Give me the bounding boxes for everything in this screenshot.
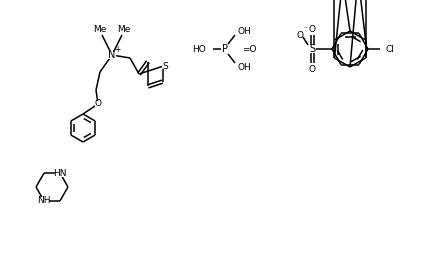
FancyBboxPatch shape (308, 46, 316, 52)
Text: P: P (222, 44, 228, 54)
Text: O: O (308, 25, 316, 33)
Text: OH: OH (237, 62, 251, 71)
Text: Me: Me (93, 25, 107, 33)
Text: N: N (108, 50, 116, 60)
Text: HO: HO (192, 45, 206, 54)
FancyBboxPatch shape (39, 197, 49, 204)
Text: OH: OH (237, 26, 251, 35)
FancyBboxPatch shape (221, 46, 228, 52)
Text: =O: =O (242, 45, 257, 54)
FancyBboxPatch shape (108, 52, 116, 59)
Text: Me: Me (117, 25, 131, 33)
Text: HN: HN (53, 169, 67, 178)
FancyBboxPatch shape (55, 170, 65, 177)
Text: NH: NH (37, 196, 51, 205)
FancyBboxPatch shape (162, 63, 169, 69)
Text: S: S (163, 62, 169, 71)
Text: O: O (297, 31, 304, 40)
Text: S: S (309, 44, 315, 54)
Text: O: O (308, 64, 316, 74)
Text: +: + (114, 46, 120, 54)
FancyBboxPatch shape (95, 101, 101, 107)
Text: Cl: Cl (386, 45, 395, 54)
Text: ⁻: ⁻ (303, 25, 307, 33)
Text: O: O (95, 99, 101, 109)
